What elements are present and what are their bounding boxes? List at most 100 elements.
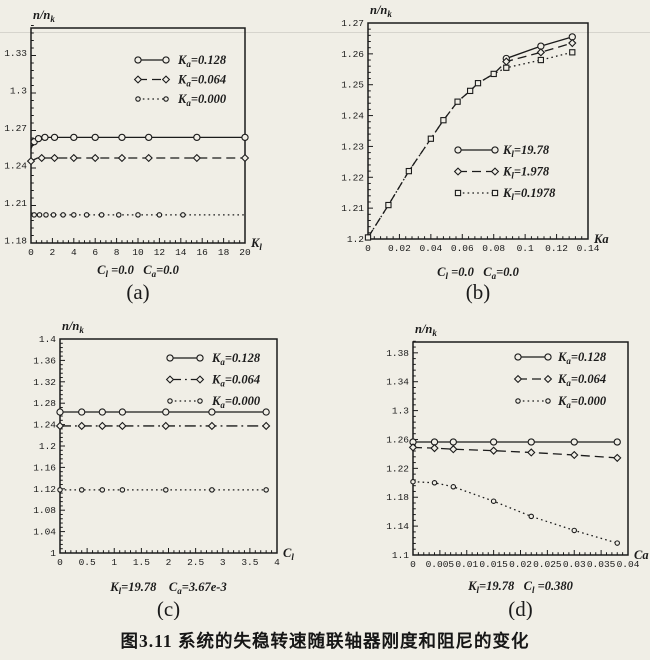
marker-dot <box>209 487 215 493</box>
x-tick-label: 0.14 <box>577 243 600 254</box>
x-tick-label: 4 <box>274 557 280 568</box>
y-tick-label: 1.18 <box>4 236 27 247</box>
marker-square <box>440 117 447 124</box>
figure-caption: 图3.11 系统的失稳转速随联轴器刚度和阻尼的变化 <box>120 631 530 651</box>
marker-diamond <box>26 156 36 166</box>
x-tick-label: 0 <box>365 243 371 254</box>
legend-label: Kl=1.978 <box>502 165 550 181</box>
series-line <box>30 157 245 162</box>
marker-circle <box>145 133 153 142</box>
marker-diamond <box>192 153 202 163</box>
marker-diamond <box>453 167 463 176</box>
legend-label: Kl=19.78 <box>502 143 550 159</box>
marker-dot <box>163 487 169 493</box>
marker-circle <box>262 408 270 416</box>
marker-diamond <box>91 153 100 163</box>
marker-dot <box>99 487 106 493</box>
marker-square <box>503 64 510 71</box>
marker-diamond <box>449 445 458 454</box>
marker-dot <box>614 540 620 546</box>
y-tick-label: 1.38 <box>386 348 409 359</box>
marker-dot <box>545 398 551 404</box>
marker-dot <box>83 212 90 218</box>
x-tick-label: 3 <box>220 557 226 568</box>
marker-diamond <box>543 374 553 384</box>
marker-dot <box>515 398 521 404</box>
marker-diamond <box>133 75 143 84</box>
legend-row: Ka=0.064 <box>513 372 606 388</box>
marker-square <box>474 80 482 87</box>
y-tick-label: 1.3 <box>392 406 409 417</box>
y-tick-label: 1.33 <box>4 48 27 59</box>
marker-square <box>491 189 499 197</box>
marker-diamond <box>50 153 59 163</box>
y-tick-label: 1.3 <box>10 86 27 97</box>
y-tick-label: 1.21 <box>4 198 27 209</box>
marker-diamond <box>408 443 418 452</box>
marker-dot <box>571 527 578 534</box>
x-axis-label: Kl <box>250 236 262 252</box>
y-tick-label: 1.28 <box>33 398 56 409</box>
marker-circle <box>166 354 174 362</box>
y-tick-label: 1.22 <box>386 463 409 474</box>
x-tick-label: 0.08 <box>482 243 505 254</box>
y-tick-label: 1.2 <box>347 234 364 245</box>
marker-dot <box>135 212 141 218</box>
marker-square <box>364 234 372 241</box>
marker-dot <box>410 478 416 485</box>
chart-a: 0 2 4 6 8 10 12 14 16 18 20 1.18 1.21 1.24 1.27 1.3 1.33… <box>4 8 262 304</box>
marker-dot <box>50 212 57 218</box>
marker-dot <box>78 487 85 493</box>
chart-grid: 0 2 4 6 8 10 12 14 16 18 20 1.18 1.21 1.24 1.27 1.3 1.33… <box>4 3 648 620</box>
marker-circle <box>56 408 64 416</box>
marker-circle <box>70 133 78 142</box>
series-line <box>30 136 245 149</box>
y-tick-label: 1.23 <box>341 141 364 152</box>
marker-diamond <box>161 421 170 431</box>
marker-diamond <box>490 167 500 176</box>
x-tick-label: 0 <box>28 247 34 258</box>
legend-row: Ka=0.064 <box>165 373 260 389</box>
legend-row: Ka=0.128 <box>134 53 227 69</box>
x-axis-label: Cl <box>283 546 294 562</box>
x-tick-label: 2 <box>50 247 56 258</box>
x-tick-label: 4 <box>71 247 77 258</box>
y-tick-label: 1.4 <box>39 334 56 345</box>
marker-dot <box>43 212 49 218</box>
series-line <box>412 446 618 459</box>
legend-row: Ka=0.000 <box>135 92 227 108</box>
y-tick-label: 1.26 <box>386 434 409 445</box>
x-axis-label: Ka <box>593 232 609 246</box>
legend-label: Ka=0.128 <box>557 350 607 366</box>
marker-dot <box>119 487 126 493</box>
legend-label: Ka=0.128 <box>211 351 261 367</box>
marker-dot <box>71 212 77 218</box>
parameter-caption: Cl =0.0 Ca=0.0 <box>97 263 179 279</box>
x-tick-label: 8 <box>114 247 120 258</box>
marker-square <box>454 98 461 105</box>
marker-dot <box>156 212 163 218</box>
x-tick-label: 0.5 <box>79 557 96 568</box>
y-tick-label: 1.24 <box>4 161 27 172</box>
marker-square <box>490 70 497 78</box>
x-tick-label: 6 <box>92 247 98 258</box>
marker-diamond <box>37 153 46 163</box>
series-K-a-0.128 <box>56 408 270 416</box>
marker-square <box>537 56 545 64</box>
marker-dot <box>167 398 173 404</box>
marker-circle <box>162 56 170 64</box>
x-tick-label: 2.5 <box>187 557 204 568</box>
x-tick-label: 0.1 <box>517 243 534 254</box>
marker-diamond <box>613 453 622 463</box>
legend-label: Ka=0.064 <box>211 373 260 389</box>
series-K-a-0.064 <box>26 153 250 166</box>
x-tick-label: 16 <box>196 247 208 258</box>
marker-dot <box>36 212 43 218</box>
legend-label: Kl=0.1978 <box>502 186 556 202</box>
marker-diamond <box>144 153 153 163</box>
marker-diamond <box>77 421 86 431</box>
marker-circle <box>454 146 462 154</box>
marker-diamond <box>117 153 127 163</box>
series-K-l-1.978 <box>367 38 577 238</box>
marker-diamond <box>240 153 250 163</box>
